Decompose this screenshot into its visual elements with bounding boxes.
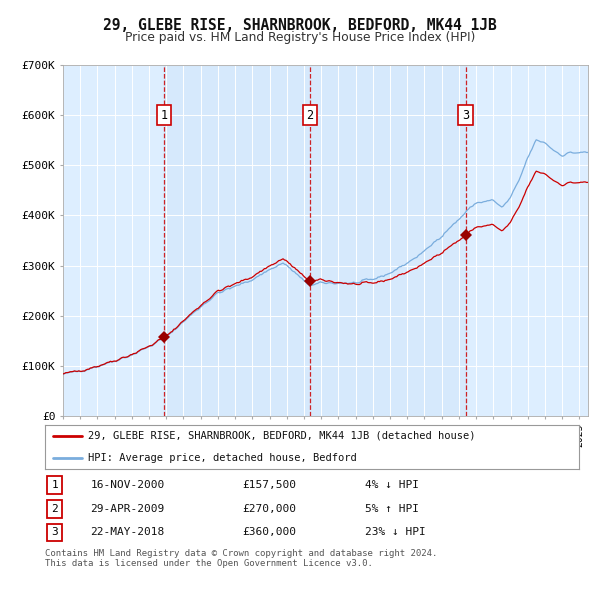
Text: 29-APR-2009: 29-APR-2009 [91, 504, 164, 514]
Text: 29, GLEBE RISE, SHARNBROOK, BEDFORD, MK44 1JB: 29, GLEBE RISE, SHARNBROOK, BEDFORD, MK4… [103, 18, 497, 32]
Text: 1: 1 [161, 109, 168, 122]
Text: £157,500: £157,500 [242, 480, 296, 490]
Text: Price paid vs. HM Land Registry's House Price Index (HPI): Price paid vs. HM Land Registry's House … [125, 31, 475, 44]
Text: 29, GLEBE RISE, SHARNBROOK, BEDFORD, MK44 1JB (detached house): 29, GLEBE RISE, SHARNBROOK, BEDFORD, MK4… [88, 431, 475, 441]
Text: 3: 3 [462, 109, 469, 122]
Text: £270,000: £270,000 [242, 504, 296, 514]
Text: 4% ↓ HPI: 4% ↓ HPI [365, 480, 419, 490]
Bar [164, 65, 466, 416]
Text: 22-MAY-2018: 22-MAY-2018 [91, 527, 164, 537]
Text: 2: 2 [306, 109, 313, 122]
Text: 1: 1 [51, 480, 58, 490]
Text: 5% ↑ HPI: 5% ↑ HPI [365, 504, 419, 514]
Text: 16-NOV-2000: 16-NOV-2000 [91, 480, 164, 490]
Text: Contains HM Land Registry data © Crown copyright and database right 2024.
This d: Contains HM Land Registry data © Crown c… [45, 549, 437, 568]
Text: 2: 2 [51, 504, 58, 514]
Text: 3: 3 [51, 527, 58, 537]
Text: HPI: Average price, detached house, Bedford: HPI: Average price, detached house, Bedf… [88, 453, 356, 463]
Text: 23% ↓ HPI: 23% ↓ HPI [365, 527, 426, 537]
Text: £360,000: £360,000 [242, 527, 296, 537]
